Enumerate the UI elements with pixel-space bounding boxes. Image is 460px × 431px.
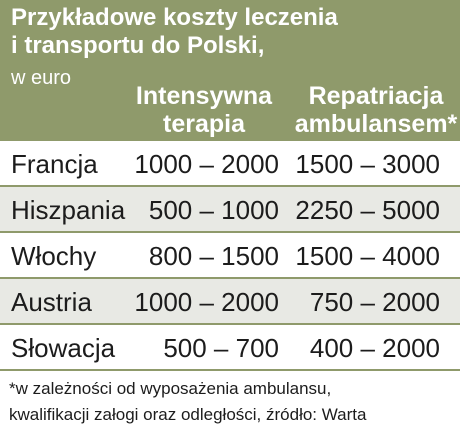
row-country: Słowacja <box>11 333 116 363</box>
table-row: Austria 1000 – 2000 750 – 2000 <box>0 279 460 325</box>
row-repatriation-cost: 1500 – 3000 <box>295 149 440 179</box>
row-intensive-care-cost: 1000 – 2000 <box>134 287 279 317</box>
footnote-line-2: kwalifikacji załogi oraz odległości, źró… <box>9 405 367 424</box>
row-intensive-care-cost: 800 – 1500 <box>148 241 279 271</box>
column-header-intensive-care-line-1: Intensywna <box>135 82 273 110</box>
row-intensive-care-cost: 1000 – 2000 <box>134 149 279 179</box>
column-header-repatriation-line-2: ambulansem* <box>294 110 458 138</box>
row-repatriation-cost: 1500 – 4000 <box>295 241 440 271</box>
title-line-2: i transportu do Polski, <box>11 32 265 59</box>
footnote: *w zależności od wyposażenia ambulansu, … <box>9 376 366 428</box>
title-line-1: Przykładowe koszty leczenia <box>11 4 338 31</box>
row-country: Hiszpania <box>11 195 126 225</box>
table-row: Hiszpania 500 – 1000 2250 – 5000 <box>0 187 460 233</box>
table-body: Francja 1000 – 2000 1500 – 3000 Hiszpani… <box>0 141 460 371</box>
row-intensive-care-cost: 500 – 1000 <box>148 195 279 225</box>
row-intensive-care-cost: 500 – 700 <box>163 333 279 363</box>
table-row: Włochy 800 – 1500 1500 – 4000 <box>0 233 460 279</box>
row-country: Włochy <box>11 241 97 271</box>
row-repatriation-cost: 2250 – 5000 <box>295 195 440 225</box>
column-header-intensive-care-line-2: terapia <box>163 110 245 138</box>
table-title: Przykładowe koszty leczenia i transportu… <box>11 4 338 60</box>
row-repatriation-cost: 400 – 2000 <box>309 333 440 363</box>
column-header-repatriation-line-1: Repatriacja <box>308 82 444 110</box>
row-country: Austria <box>11 287 92 317</box>
column-header-intensive-care: Intensywna terapia <box>135 82 273 138</box>
unit-label: w euro <box>11 67 72 89</box>
column-header-repatriation: Repatriacja ambulansem* <box>292 82 460 138</box>
row-country: Francja <box>11 149 98 179</box>
table-row: Słowacja 500 – 700 400 – 2000 <box>0 325 460 371</box>
footnote-line-1: *w zależności od wyposażenia ambulansu, <box>9 379 332 398</box>
row-repatriation-cost: 750 – 2000 <box>309 287 440 317</box>
table-row: Francja 1000 – 2000 1500 – 3000 <box>0 141 460 187</box>
table-header: Przykładowe koszty leczenia i transportu… <box>0 0 460 141</box>
